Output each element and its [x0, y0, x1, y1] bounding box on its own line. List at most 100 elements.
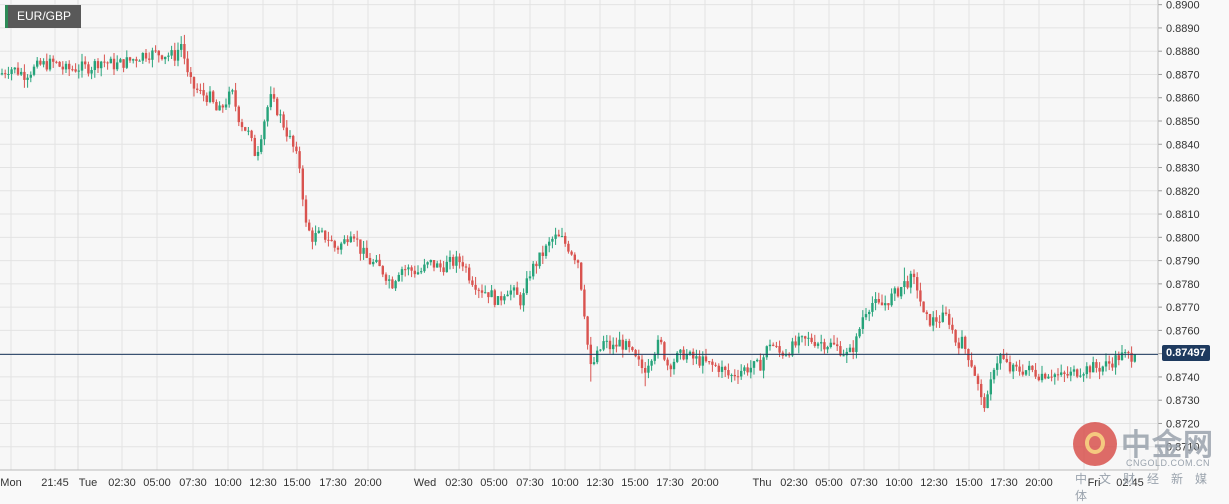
candle-body [285, 127, 288, 137]
candle-body [1092, 362, 1095, 373]
candle-body [1127, 352, 1130, 354]
candle-body [416, 272, 420, 275]
candle-body [333, 241, 336, 248]
candle-body [903, 281, 906, 287]
candle-body [39, 60, 42, 65]
candle-body [516, 287, 519, 295]
candle-body [647, 365, 650, 373]
candle-body [247, 130, 250, 132]
candle-body [573, 254, 576, 261]
candle-body [621, 339, 624, 350]
candle-body [1021, 371, 1024, 375]
candle-body [119, 59, 122, 63]
candle-body [7, 73, 10, 75]
candle-body [996, 363, 999, 370]
candle-body [365, 247, 368, 258]
candle-body [154, 50, 157, 52]
y-tick-label: 0.8840 [1166, 139, 1200, 151]
candle-body [1088, 366, 1092, 373]
x-tick-label: 05:00 [480, 477, 508, 489]
candle-body [263, 121, 266, 140]
candle-body [1005, 358, 1008, 362]
candle-body [708, 361, 711, 363]
candle-body [999, 354, 1002, 364]
x-tick-label: 02:45 [1116, 477, 1144, 489]
candle-body [720, 366, 724, 372]
candle-body [820, 342, 823, 344]
y-tick-label: 0.8780 [1166, 279, 1200, 291]
candle-body [743, 367, 746, 371]
candle-body [845, 351, 848, 356]
watermark-brand: 中金网 [1121, 428, 1214, 463]
candle-body [1130, 352, 1133, 362]
candle-body [660, 339, 663, 343]
candle-body [125, 57, 128, 68]
y-tick-label: 0.8870 [1166, 69, 1200, 81]
candle-body [471, 280, 474, 285]
candle-body [864, 314, 868, 318]
candle-body [698, 356, 701, 366]
candle-body [602, 341, 605, 350]
candle-body [0, 73, 4, 75]
candle-body [983, 397, 986, 409]
candle-body [1050, 376, 1053, 378]
candle-body [183, 44, 186, 59]
candle-body [84, 61, 87, 65]
y-tick-label: 0.8890 [1166, 23, 1200, 35]
x-tick-label: 15:00 [621, 477, 649, 489]
candle-body [976, 375, 980, 384]
candle-body [919, 290, 922, 302]
candle-body [388, 279, 391, 281]
candle-body [32, 66, 36, 75]
candle-body [1104, 361, 1108, 367]
candle-body [196, 88, 199, 90]
candle-body [429, 260, 432, 263]
candle-body [61, 66, 64, 70]
candle-body [855, 336, 858, 353]
x-tick-label: 17:30 [990, 477, 1018, 489]
candle-body [272, 94, 276, 99]
x-tick-label: 15:00 [283, 477, 311, 489]
candle-body [52, 58, 55, 62]
candle-body [1124, 352, 1127, 354]
candle-body [730, 374, 733, 376]
candle-body [176, 49, 180, 61]
candle-body [887, 303, 890, 306]
candle-body [349, 236, 352, 243]
x-tick-label: Mon [0, 477, 21, 489]
y-tick-label: 0.8880 [1166, 46, 1200, 58]
candle-body [570, 251, 573, 255]
candle-body [404, 269, 407, 271]
candle-body [16, 67, 20, 75]
candle-body [484, 292, 487, 294]
candle-body [493, 290, 496, 305]
candle-body [317, 230, 320, 234]
candle-body [132, 59, 135, 61]
symbol-badge[interactable]: EUR/GBP [5, 5, 82, 28]
candle-body [522, 293, 525, 306]
candle-body [810, 337, 813, 342]
current-price-tag: 0.87497 [1162, 345, 1210, 362]
candle-body [848, 347, 852, 352]
candle-body [800, 336, 804, 338]
candle-body [77, 70, 80, 72]
candle-body [775, 345, 778, 347]
candle-body [714, 364, 717, 366]
candle-body [375, 259, 378, 262]
candle-body [768, 344, 772, 347]
candle-body [423, 264, 426, 272]
candle-body [560, 235, 564, 237]
candle-body [256, 151, 260, 156]
candle-body [615, 344, 618, 347]
candle-body [304, 199, 308, 223]
candle-body [186, 58, 189, 73]
candle-body [96, 61, 100, 69]
candle-body [112, 58, 116, 70]
candle-body [640, 359, 644, 368]
candle-body [336, 247, 340, 250]
candle-body [797, 336, 800, 346]
candle-body [500, 296, 503, 301]
candle-body [932, 317, 935, 326]
